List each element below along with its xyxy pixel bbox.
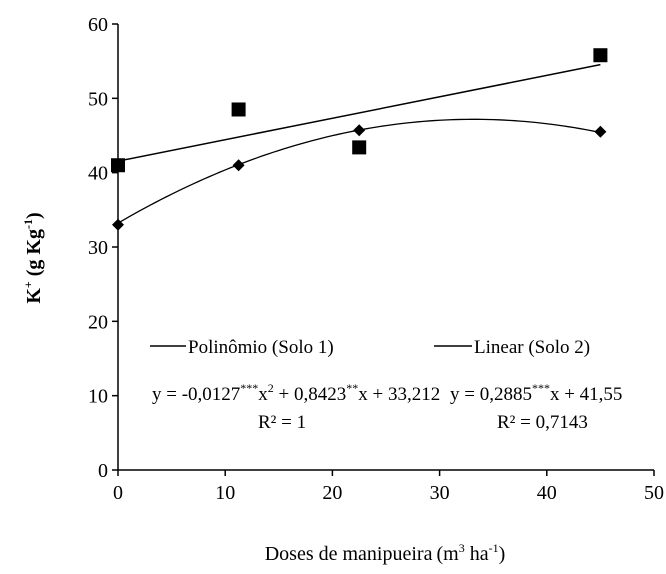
point-solo1 <box>353 124 366 137</box>
y-tick-label: 60 <box>88 14 108 36</box>
axes: 0 10 20 30 40 50 60 0 10 20 30 40 50 <box>88 14 664 504</box>
y-tick-label: 30 <box>88 237 108 259</box>
y-axis-title: K+ (g Kg-1) <box>21 212 45 303</box>
fit-line-solo2 <box>117 63 601 162</box>
point-solo2 <box>593 48 608 63</box>
point-solo1 <box>594 125 607 138</box>
y-tick-label: 50 <box>88 88 108 110</box>
x-tick-label: 30 <box>430 482 450 504</box>
point-solo2 <box>352 140 367 155</box>
r2-solo1: R² = 1 <box>258 412 306 433</box>
x-tick-label: 10 <box>215 482 235 504</box>
x-tick-label: 50 <box>644 482 664 504</box>
point-solo1 <box>112 218 124 231</box>
equation-solo1: y = -0,0127***x2 + 0,8423**x + 33,212 <box>152 381 440 405</box>
x-tick-label: 0 <box>113 482 123 504</box>
point-solo1 <box>232 159 245 172</box>
r2-solo2: R² = 0,7143 <box>497 412 588 433</box>
x-axis-title: Doses de manipueira (m3 ha-1) <box>265 541 506 565</box>
point-solo2 <box>231 102 246 117</box>
x-tick-label: 20 <box>322 482 342 504</box>
x-tick-label: 40 <box>537 482 557 504</box>
y-tick-label: 10 <box>88 386 108 408</box>
y-tick-label: 40 <box>88 163 108 185</box>
data-points <box>111 48 608 231</box>
y-tick-label: 20 <box>88 311 108 333</box>
legend-label-solo1: Polinômio (Solo 1) <box>188 337 334 358</box>
equation-solo2: y = 0,2885***x + 41,55 <box>450 381 622 405</box>
point-solo2 <box>111 158 125 173</box>
y-tick-label: 0 <box>98 460 108 482</box>
legend-label-solo2: Linear (Solo 2) <box>474 337 590 358</box>
